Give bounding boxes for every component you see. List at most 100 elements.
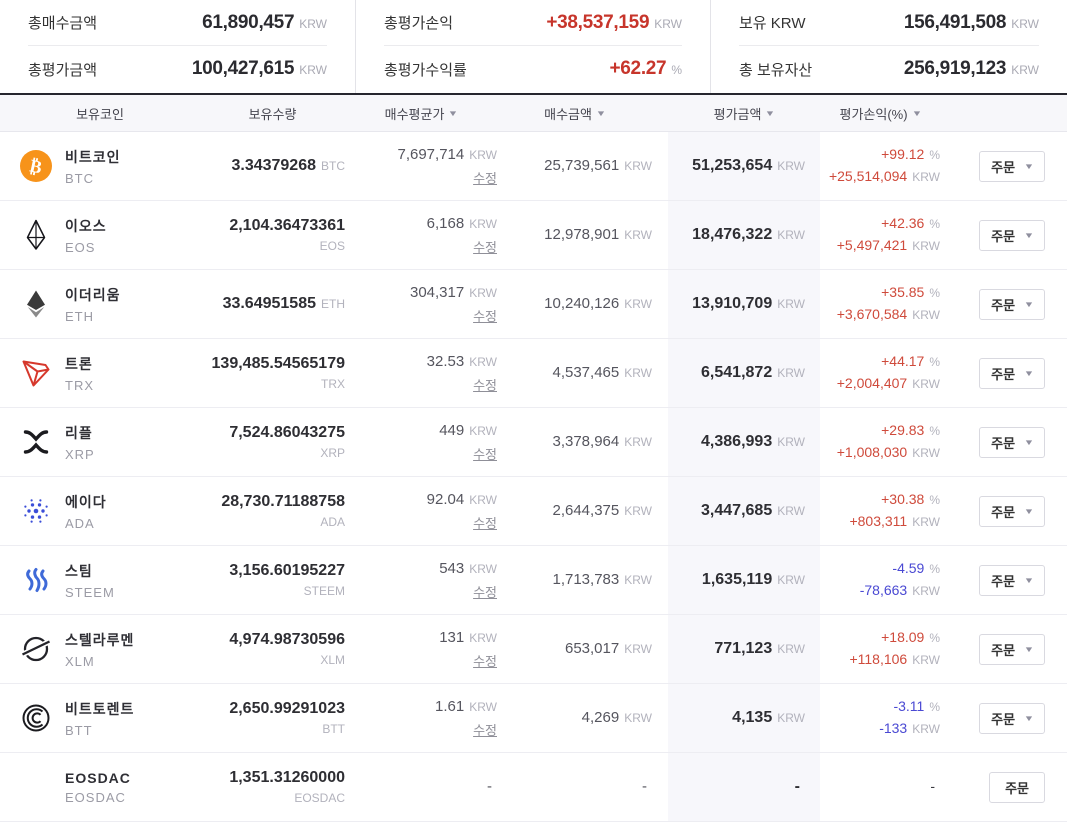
- profit-loss-krw: +2,004,407: [836, 375, 908, 391]
- profit-loss-krw: +3,670,584: [836, 306, 908, 322]
- trx-icon: [20, 357, 52, 389]
- profit-loss-krw-line: +1,008,030 KRW: [837, 444, 940, 462]
- eval-amount-unit: KRW: [777, 297, 805, 311]
- profit-loss-krw-unit: KRW: [912, 377, 940, 391]
- profit-loss-krw-unit: KRW: [912, 170, 940, 184]
- profit-loss-krw-line: +25,514,094 KRW: [829, 168, 940, 186]
- summary-item-krw-balance: 보유 KRW 156,491,508 KRW: [739, 0, 1039, 46]
- order-button[interactable]: 주문▼: [979, 633, 1045, 665]
- profit-loss-krw-line: -78,663 KRW: [860, 582, 940, 600]
- profit-loss-percent-unit: %: [929, 148, 940, 162]
- order-button-label: 주문: [991, 366, 1016, 382]
- profit-loss-percent: -: [930, 778, 935, 794]
- order-button[interactable]: 주문 ▼: [979, 150, 1045, 182]
- summary-value-group: 156,491,508 KRW: [904, 12, 1039, 34]
- avg-price-unit: KRW: [469, 354, 497, 369]
- col-header-profit-loss[interactable]: 평가손익(%) ▼: [820, 95, 940, 131]
- profit-loss-krw: -78,663: [859, 582, 908, 598]
- edit-avg-price-link[interactable]: 수정: [473, 722, 497, 738]
- avg-price-value: 543: [439, 559, 465, 577]
- order-cell: 주문 ▼: [940, 408, 1067, 476]
- summary-value: 256,919,123: [903, 58, 1007, 79]
- edit-avg-price-link[interactable]: 수정: [473, 515, 497, 531]
- col-header-buy-amount[interactable]: 매수금액 ▼: [497, 95, 652, 131]
- column-gap: [652, 753, 668, 821]
- dropdown-caret-icon: ▼: [1023, 161, 1035, 171]
- order-button[interactable]: 주문▼: [989, 771, 1045, 803]
- avg-price-cell: 92.04 KRW 수정: [345, 477, 497, 545]
- summary-label: 총평가금액: [28, 61, 98, 79]
- profit-loss-krw-line: +803,311 KRW: [849, 513, 940, 531]
- avg-price-value: -: [487, 778, 492, 795]
- col-header-eval-amount[interactable]: 평가금액 ▼: [668, 95, 820, 131]
- profit-loss-percent: +29.83: [881, 422, 925, 438]
- order-button[interactable]: 주문▼: [979, 288, 1045, 320]
- eval-amount-unit: KRW: [777, 366, 805, 380]
- buy-amount-line: 10,240,126 KRW: [544, 295, 652, 313]
- col-header-order: [940, 95, 1067, 131]
- edit-avg-price-link[interactable]: 수정: [473, 653, 497, 669]
- coin-meta: 이오스 EOS: [65, 216, 107, 255]
- edit-avg-price-link[interactable]: 수정: [473, 308, 497, 324]
- eval-amount-value: 4,135: [732, 709, 773, 726]
- coin-meta: 리플 XRP: [65, 423, 95, 462]
- column-gap: [652, 546, 668, 614]
- order-button[interactable]: 주문▼: [979, 564, 1045, 596]
- eval-amount-line: 51,253,654 KRW: [692, 157, 805, 175]
- summary-label: 총매수금액: [28, 15, 98, 32]
- coin-symbol: XRP: [65, 446, 95, 462]
- col-header-gap: [652, 95, 668, 131]
- edit-avg-price-link[interactable]: 수정: [473, 584, 497, 600]
- avg-price-cell: 32.53 KRW 수정: [345, 339, 497, 407]
- summary-value-group: 61,890,457 KRW: [202, 12, 327, 34]
- coin-cell: 이오스 EOS: [0, 201, 200, 269]
- quantity-value-line: 33.64951585 ETH: [223, 295, 345, 313]
- order-button[interactable]: 주문▼: [979, 495, 1045, 527]
- eval-amount-value: -: [794, 778, 800, 795]
- order-button[interactable]: 주문▼: [979, 426, 1045, 458]
- edit-avg-price-link[interactable]: 수정: [473, 446, 497, 462]
- eval-amount-line: 3,447,685 KRW: [701, 502, 805, 520]
- column-gap: [652, 132, 668, 200]
- coin-meta: 비트코인 BTC: [65, 147, 121, 186]
- order-button[interactable]: 주문▼: [979, 357, 1045, 389]
- avg-price-unit: KRW: [469, 147, 497, 162]
- column-gap: [652, 684, 668, 752]
- order-cell: 주문 ▼: [940, 546, 1067, 614]
- sort-caret-icon: ▼: [911, 108, 922, 118]
- buy-amount-value: 4,269: [581, 709, 620, 726]
- profit-loss-percent: -4.59: [892, 560, 925, 576]
- profit-loss-krw: +5,497,421: [836, 237, 908, 253]
- edit-avg-price-link[interactable]: 수정: [473, 170, 497, 186]
- order-button-label: 주문: [991, 159, 1016, 175]
- column-gap: [652, 201, 668, 269]
- steem-icon: [20, 564, 52, 596]
- summary-label: 총평가손익: [384, 15, 454, 32]
- buy-amount-line: 4,537,465 KRW: [552, 364, 652, 382]
- buy-amount-cell: 12,978,901 KRW: [497, 201, 652, 269]
- avg-price-unit: KRW: [469, 285, 497, 300]
- avg-price-value: 131: [439, 628, 465, 646]
- coin-name: 이더리움: [65, 286, 121, 303]
- profit-loss-percent-line: +44.17%: [881, 353, 940, 371]
- coin-name: 이오스: [65, 217, 107, 234]
- dropdown-caret-icon: ▼: [1023, 575, 1035, 585]
- buy-amount-value: 4,537,465: [552, 364, 620, 381]
- eval-amount-cell: 4,135 KRW: [668, 684, 820, 752]
- col-header-avg-price[interactable]: 매수평균가 ▼: [345, 95, 497, 131]
- profit-loss-krw-line: +2,004,407 KRW: [837, 375, 940, 393]
- summary-value: +62.27: [609, 58, 667, 79]
- coin-name: 스텔라루멘: [65, 631, 135, 648]
- summary-section-purchase: 총매수금액 61,890,457 KRW 총평가금액 100,427,615 KRW: [0, 0, 355, 93]
- edit-avg-price-link[interactable]: 수정: [473, 239, 497, 255]
- avg-price-line: -: [487, 778, 497, 796]
- order-button[interactable]: 주문▼: [979, 702, 1045, 734]
- edit-avg-price-link[interactable]: 수정: [473, 377, 497, 393]
- order-button[interactable]: 주문▼: [979, 219, 1045, 251]
- profit-loss-percent-unit: %: [929, 631, 940, 645]
- profit-loss-krw-unit: KRW: [912, 584, 940, 598]
